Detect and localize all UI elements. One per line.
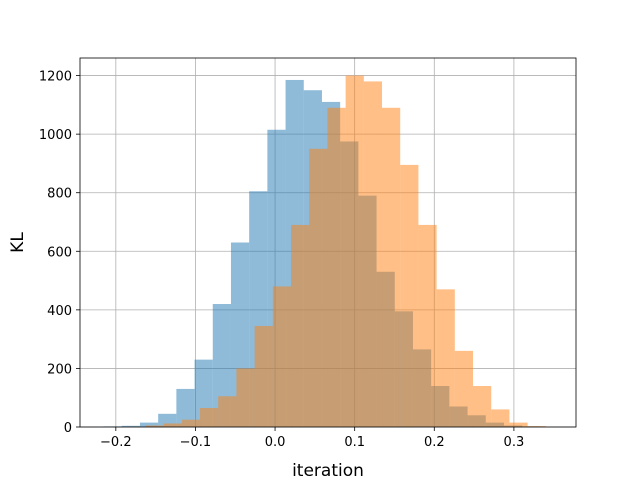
histogram-bars <box>103 75 546 428</box>
histogram-bar <box>291 224 310 427</box>
histogram-bar <box>491 409 510 427</box>
histogram-bar <box>139 422 159 427</box>
histogram-bar <box>400 164 419 427</box>
y-tick-label: 600 <box>47 245 72 260</box>
histogram-bar <box>436 289 455 427</box>
histogram-bar <box>527 426 546 427</box>
plot-frame <box>79 57 577 428</box>
histogram-bar <box>382 107 401 428</box>
x-tick-label: 0.1 <box>344 435 365 450</box>
histogram-bar <box>509 422 528 427</box>
histogram-bar <box>236 368 255 427</box>
x-tick-label: −0.1 <box>180 435 212 450</box>
histogram-bar <box>454 350 474 427</box>
histogram-bar <box>181 419 201 427</box>
histogram-bar <box>200 407 219 427</box>
histogram-bar <box>145 425 164 427</box>
histogram-series-2 <box>127 75 546 428</box>
histogram-bar <box>363 81 383 427</box>
histogram-bar <box>473 386 492 427</box>
histogram-bar <box>218 396 237 427</box>
y-tick-label: 1200 <box>39 70 72 85</box>
y-tick-label: 1000 <box>39 128 72 143</box>
histogram-bar <box>327 107 346 428</box>
histogram-bar <box>121 425 140 427</box>
x-tick-label: 0.0 <box>265 435 286 450</box>
x-tick-label: 0.2 <box>424 435 445 450</box>
y-tick-label: 800 <box>47 187 72 202</box>
histogram-bar <box>163 423 182 427</box>
y-tick-label: 0 <box>64 421 72 436</box>
histogram-bar <box>345 75 364 428</box>
axis-ticks: −0.2 −0.1 0.0 0.1 0.2 0.3 0 200 400 600 800 1000 120… <box>39 70 524 450</box>
x-axis-title: iteration <box>292 461 364 480</box>
y-tick-label: 200 <box>47 362 72 377</box>
x-tick-label: −0.2 <box>100 435 132 450</box>
histogram-bar <box>176 388 195 427</box>
x-tick-label: 0.3 <box>504 435 525 450</box>
histogram-bar <box>309 148 328 428</box>
y-axis-title: KL <box>8 232 28 253</box>
histogram-bar <box>418 224 437 427</box>
histogram-bar <box>254 325 273 427</box>
y-tick-label: 400 <box>47 304 72 319</box>
histogram-bar <box>272 286 292 427</box>
